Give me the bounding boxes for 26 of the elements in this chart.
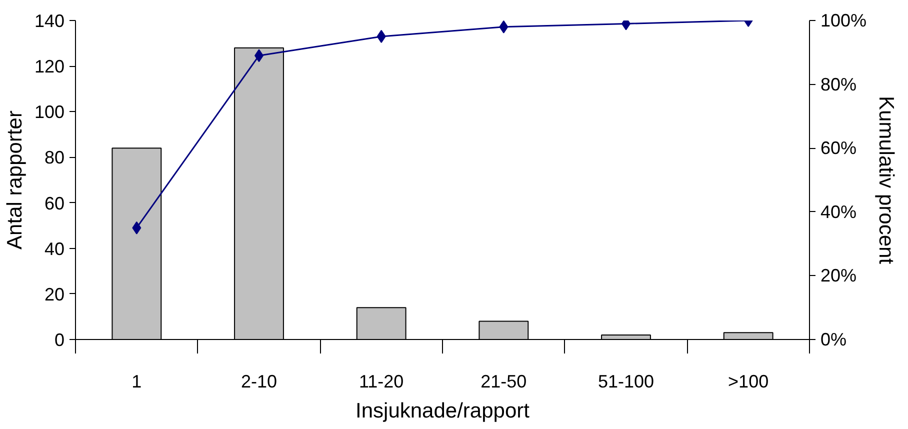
x-tick-label: 2-10 bbox=[240, 372, 278, 392]
y2-tick-label: 0% bbox=[820, 330, 847, 350]
y-tick-label: 120 bbox=[34, 56, 65, 77]
point bbox=[132, 221, 142, 234]
y-axis-title: Antal rapporter bbox=[3, 110, 26, 250]
x-tick-label: 51-100 bbox=[598, 372, 654, 392]
y2-axis-title: Kumulativ procent bbox=[874, 96, 898, 264]
y2-tick-label: 100% bbox=[820, 10, 867, 30]
y-tick-label: 0 bbox=[54, 330, 65, 350]
x-tick-label: 11-20 bbox=[358, 372, 404, 392]
y2-tick-label: 80% bbox=[820, 74, 857, 94]
y-tick-label: 20 bbox=[44, 284, 65, 304]
x-tick-label: 21-50 bbox=[480, 372, 527, 392]
y-tick-label: 140 bbox=[34, 11, 65, 31]
x-tick-label: 1 bbox=[132, 372, 142, 392]
y-tick-label: 60 bbox=[44, 193, 65, 214]
x-tick-label: >100 bbox=[728, 372, 769, 392]
y-tick-label: 80 bbox=[44, 148, 65, 168]
point bbox=[499, 20, 508, 34]
y2-tick-label: 20% bbox=[820, 266, 857, 286]
x-axis-title: Insjuknade/rapport bbox=[356, 400, 530, 422]
y2-tick-label: 60% bbox=[820, 138, 857, 158]
y2-tick-label: 40% bbox=[820, 202, 857, 222]
y-tick-label: 40 bbox=[44, 238, 65, 259]
point bbox=[376, 30, 386, 43]
y-tick-label: 100 bbox=[34, 102, 65, 122]
